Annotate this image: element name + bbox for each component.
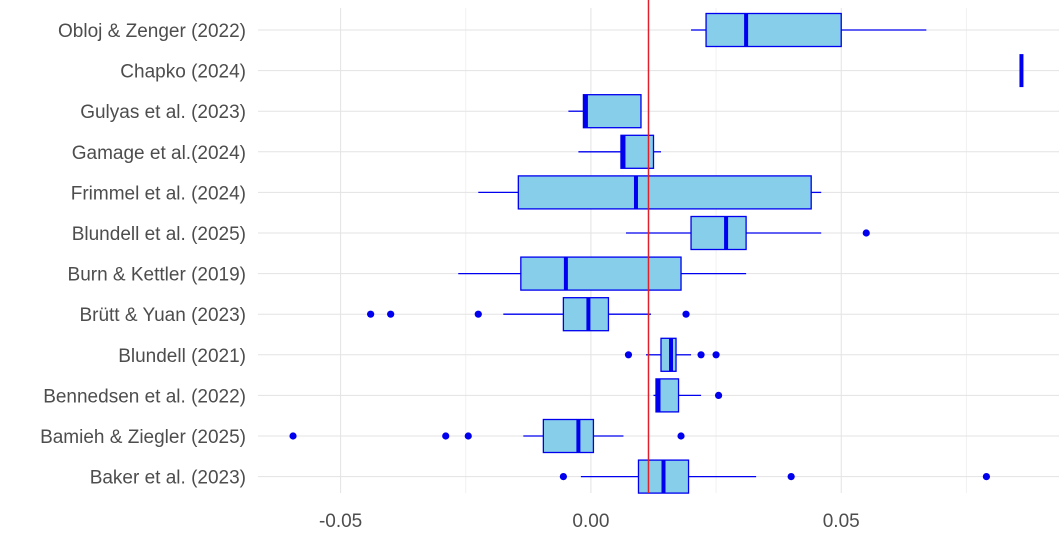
x-tick-label: -0.05 — [319, 511, 362, 532]
iqr-box — [542, 418, 595, 454]
outlier-point — [787, 473, 795, 481]
outlier-point — [697, 351, 705, 359]
y-tick-label: Brütt & Yuan (2023) — [79, 305, 246, 326]
box-frimmel-et-al-2024 — [478, 175, 822, 210]
outlier-point — [677, 432, 685, 440]
minor-gridlines — [465, 8, 967, 493]
outlier-point — [624, 351, 633, 359]
iqr-box — [517, 175, 812, 210]
x-tick-label: 0.05 — [823, 511, 860, 532]
y-axis-labels: Obloj & Zenger (2022) Chapko (2024) Gulyas… — [40, 21, 246, 489]
iqr-box — [582, 94, 642, 129]
box-burn-kettler-2019 — [458, 256, 747, 291]
y-tick-label: Frimmel et al. (2024) — [71, 183, 246, 204]
iqr-box — [690, 215, 747, 251]
outlier-point — [862, 229, 870, 237]
y-tick-label: Blundell (2021) — [118, 346, 246, 367]
box-blundell-et-al-2025 — [625, 215, 870, 251]
outlier-point — [682, 310, 690, 318]
x-axis-labels: -0.05 0.00 0.05 — [319, 511, 860, 532]
outlier-point — [559, 473, 567, 481]
outlier-point — [289, 432, 297, 440]
outlier-point — [442, 432, 450, 440]
box-baker-et-al-2023 — [559, 459, 991, 494]
outlier-point — [714, 391, 723, 399]
iqr-box — [562, 297, 610, 332]
iqr-box — [660, 337, 677, 372]
y-tick-label: Bennedsen et al. (2022) — [43, 386, 246, 407]
iqr-box — [705, 12, 842, 48]
box-bennedsen-et-al-2022 — [653, 378, 723, 413]
box-gulyas-et-al-2023 — [568, 94, 642, 129]
outlier-point — [982, 473, 991, 481]
y-tick-label: Burn & Kettler (2019) — [68, 265, 246, 286]
iqr-box — [520, 256, 682, 291]
box-obloj-zenger-2022 — [691, 12, 927, 48]
box-bamieh-ziegler-2025 — [289, 418, 685, 454]
major-gridlines — [258, 8, 1059, 493]
y-tick-label: Chapko (2024) — [120, 62, 246, 83]
y-tick-label: Obloj & Zenger (2022) — [58, 21, 246, 42]
outlier-point — [464, 432, 472, 440]
outlier-point — [387, 310, 395, 318]
y-tick-label: Blundell et al. (2025) — [72, 224, 246, 245]
iqr-box — [655, 378, 680, 413]
outlier-point — [367, 310, 375, 318]
box-series — [289, 12, 1024, 494]
outlier-point — [712, 351, 720, 359]
box-br-tt-yuan-2023 — [367, 297, 690, 332]
box-blundell-2021 — [624, 337, 720, 372]
x-tick-label: 0.00 — [572, 511, 609, 532]
y-tick-label: Gulyas et al. (2023) — [80, 102, 246, 123]
y-tick-label: Gamage et al.(2024) — [72, 143, 246, 164]
outlier-point — [474, 310, 482, 318]
y-tick-label: Baker et al. (2023) — [90, 468, 246, 489]
y-tick-label: Bamieh & Ziegler (2025) — [40, 427, 246, 448]
